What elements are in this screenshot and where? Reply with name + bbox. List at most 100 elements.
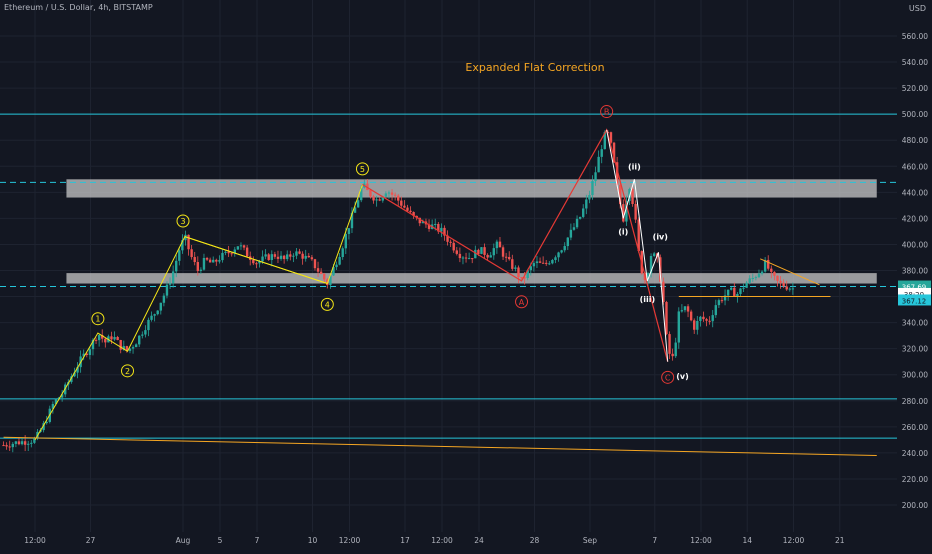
time-tick-label: 17 xyxy=(400,536,410,545)
price-axis[interactable]: 200.00 220.00 240.00 260.00 280.00 300.00 320.… xyxy=(897,0,932,550)
time-tick-label: 24 xyxy=(474,536,484,545)
candle-body xyxy=(609,132,613,143)
candle-body xyxy=(267,254,270,261)
candle-body xyxy=(603,132,606,150)
candle-body xyxy=(523,277,526,279)
price-tag-label: 367.69 xyxy=(902,284,927,292)
candle-body xyxy=(452,242,455,251)
candle-body xyxy=(412,212,415,216)
trend-line xyxy=(184,236,328,285)
candle-body xyxy=(508,257,511,260)
candle-body xyxy=(545,262,548,264)
candle-body xyxy=(492,248,495,256)
candle-body xyxy=(708,320,711,322)
candle-body xyxy=(514,267,517,269)
candle-body xyxy=(313,259,317,269)
candle-body xyxy=(372,196,375,201)
candle-body xyxy=(329,275,332,286)
candle-body xyxy=(387,192,391,194)
candle-body xyxy=(178,250,181,261)
candle-body xyxy=(279,255,283,259)
candle-body xyxy=(255,263,258,265)
candle-body xyxy=(289,254,292,257)
trend-line xyxy=(759,258,820,286)
candle-body xyxy=(714,305,717,316)
candle-body xyxy=(60,394,64,398)
candle-body xyxy=(726,289,730,296)
currency-label: USD xyxy=(908,4,926,13)
candle-body xyxy=(646,273,650,280)
candle-body xyxy=(23,441,27,445)
candle-body xyxy=(461,257,465,259)
time-axis[interactable]: 12:00 27 Aug 5 7 10 12:00 17 12:00 24 28 Sep 7 12:00 1… xyxy=(0,532,897,550)
candle-body xyxy=(187,234,190,250)
candle-body xyxy=(437,223,440,232)
candle-body xyxy=(418,217,421,224)
price-tick-label: 300.00 xyxy=(902,371,928,380)
candle-body xyxy=(356,200,360,208)
candle-body xyxy=(82,353,85,357)
candle-body xyxy=(141,334,144,336)
candle-body xyxy=(5,445,8,447)
candle-body xyxy=(393,194,397,196)
candle-body xyxy=(212,259,215,263)
candle-body xyxy=(162,295,166,303)
candle-body xyxy=(181,240,184,251)
candle-body xyxy=(733,287,736,297)
candle-body xyxy=(30,442,33,444)
candle-body xyxy=(720,300,724,302)
grid-layer xyxy=(0,0,897,532)
candle-body xyxy=(612,142,616,163)
candle-body xyxy=(381,196,384,201)
candle-body xyxy=(686,306,690,312)
candle-body xyxy=(97,335,101,341)
wave-label: C xyxy=(665,373,671,382)
candle-body xyxy=(615,162,619,186)
candle-body xyxy=(538,261,542,263)
candle-body xyxy=(224,251,227,253)
candle-body xyxy=(33,438,36,443)
price-tag-label: 367.12 xyxy=(902,297,927,305)
price-tag-bg xyxy=(898,294,931,306)
candle-body xyxy=(779,280,782,283)
candle-body xyxy=(14,441,18,444)
candle-body xyxy=(541,262,545,264)
candle-body xyxy=(717,300,721,306)
candle-body xyxy=(501,247,505,257)
candle-body xyxy=(597,156,600,173)
candle-body xyxy=(273,254,277,257)
candle-body xyxy=(282,255,286,260)
candle-body xyxy=(350,212,354,229)
candle-body xyxy=(403,205,406,208)
candle-body xyxy=(128,348,132,351)
time-axis-bg[interactable] xyxy=(0,532,897,550)
wave-label: 1 xyxy=(95,315,100,324)
candle-body xyxy=(218,260,221,262)
candle-body xyxy=(535,261,539,264)
candle-body xyxy=(252,259,255,264)
candle-body xyxy=(134,344,138,348)
candle-body xyxy=(702,316,705,320)
candle-body xyxy=(440,227,443,232)
candle-body xyxy=(467,258,471,260)
time-tick-label: 14 xyxy=(742,536,752,545)
time-tick-label: 12:00 xyxy=(339,536,361,545)
candle-body xyxy=(94,339,98,341)
candle-body xyxy=(409,210,412,213)
candle-body xyxy=(591,181,594,196)
candle-body xyxy=(427,224,431,229)
candle-body xyxy=(175,260,178,272)
candle-body xyxy=(600,149,603,157)
time-tick-label: 10 xyxy=(308,536,318,545)
candle-body xyxy=(791,288,795,290)
candle-body xyxy=(199,269,203,271)
candle-body xyxy=(705,319,708,321)
price-axis-bg[interactable] xyxy=(897,0,932,550)
candlestick-series xyxy=(2,130,795,453)
correction-wave-path xyxy=(362,128,669,362)
candle-body xyxy=(304,255,307,259)
candle-body xyxy=(335,264,338,268)
candle-body xyxy=(168,283,172,285)
